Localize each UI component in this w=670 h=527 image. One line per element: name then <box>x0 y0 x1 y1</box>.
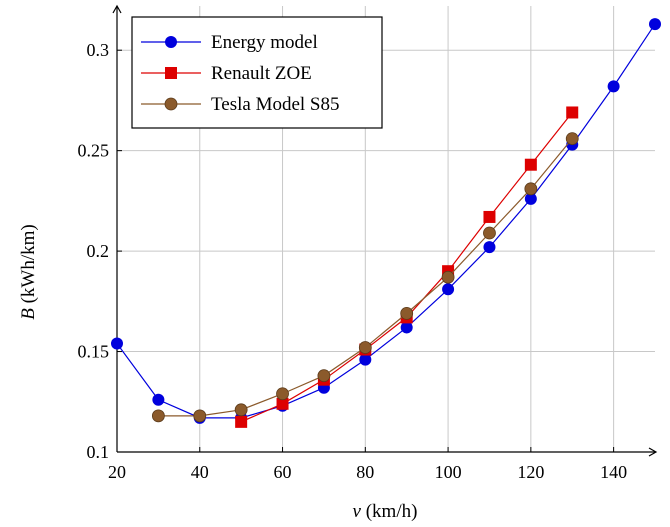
y-tick-label: 0.25 <box>78 141 110 161</box>
data-point-renault-zoe <box>524 158 537 171</box>
data-point-tesla-model-s85 <box>400 306 414 320</box>
legend-label-renault-zoe: Renault ZOE <box>211 63 312 84</box>
data-point-renault-zoe <box>483 210 496 223</box>
data-point-energy-model <box>359 353 372 366</box>
y-axis-arrow <box>112 4 122 14</box>
y-tick-label: 0.15 <box>78 342 110 362</box>
data-point-renault-zoe <box>276 397 289 410</box>
x-tick-label: 60 <box>274 462 292 482</box>
data-point-tesla-model-s85 <box>358 341 372 354</box>
series-line-renault-zoe <box>240 112 573 423</box>
data-point-renault-zoe <box>235 415 248 428</box>
legend-marker-energy-model <box>165 36 177 48</box>
data-point-energy-model <box>649 18 661 31</box>
data-point-renault-zoe <box>566 106 579 119</box>
legend: Energy model Renault ZOE Tesla Model S85 <box>131 16 383 129</box>
plot-series <box>111 18 661 428</box>
x-tick-label: 120 <box>517 462 544 482</box>
data-point-tesla-model-s85 <box>234 403 248 417</box>
data-point-tesla-model-s85 <box>483 226 496 240</box>
series-tesla-model-s85 <box>151 132 579 423</box>
series-renault-zoe <box>235 106 579 428</box>
x-tick-label: 140 <box>600 462 627 482</box>
data-point-tesla-model-s85 <box>565 132 579 145</box>
legend-label-tesla-model-s85: Tesla Model S85 <box>211 94 340 115</box>
legend-marker-renault-zoe <box>165 67 177 79</box>
data-point-energy-model <box>400 321 413 334</box>
x-tick-label: 40 <box>191 462 209 482</box>
legend-entry-renault-zoe: Renault ZOE <box>141 63 312 84</box>
y-tick-label: 0.2 <box>87 241 110 261</box>
data-point-energy-model <box>442 283 455 296</box>
x-tick-label: 80 <box>356 462 374 482</box>
data-point-tesla-model-s85 <box>151 409 165 423</box>
data-point-energy-model <box>483 241 496 254</box>
x-axis-label: v (km/h) <box>353 501 418 522</box>
tick-labels: 20 40 60 80 100 120 140 0.1 0.15 0.2 0.25 0.3 <box>78 40 628 482</box>
data-point-energy-model <box>111 337 123 350</box>
x-tick-label: 20 <box>108 462 126 482</box>
y-tick-label: 0.1 <box>87 442 110 462</box>
data-point-tesla-model-s85 <box>193 409 207 423</box>
data-point-tesla-model-s85 <box>441 270 455 284</box>
data-point-tesla-model-s85 <box>276 387 289 401</box>
legend-label-energy-model: Energy model <box>211 32 318 53</box>
data-point-tesla-model-s85 <box>317 369 331 383</box>
data-point-tesla-model-s85 <box>524 182 538 196</box>
legend-marker-tesla-model-s85 <box>164 97 178 111</box>
y-tick-label: 0.3 <box>87 40 110 60</box>
data-point-energy-model <box>607 80 620 93</box>
series-line-energy-model <box>116 23 656 419</box>
data-point-energy-model <box>152 393 165 406</box>
axes <box>112 4 658 457</box>
x-axis-arrow <box>648 447 658 457</box>
data-point-energy-model <box>524 192 537 205</box>
y-axis-label: B (kWh/km) <box>18 224 39 320</box>
legend-entry-energy-model: Energy model <box>141 32 318 53</box>
x-tick-label: 100 <box>435 462 462 482</box>
legend-entry-tesla-model-s85: Tesla Model S85 <box>141 94 340 115</box>
